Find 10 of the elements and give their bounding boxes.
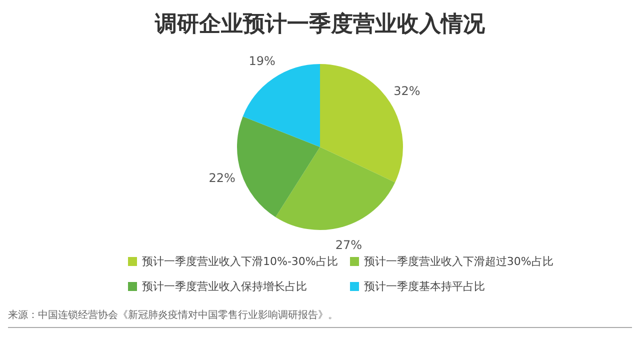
legend-label: 预计一季度营业收入下滑超过30%占比 [364,254,554,269]
data-label: 32% [394,84,420,98]
chart-title: 调研企业预计一季度营业收入情况 [154,10,486,39]
data-label: 22% [208,170,236,185]
legend-label: 预计一季度营业收入下滑10%-30%占比 [142,254,338,269]
legend-label: 预计一季度基本持平占比 [364,279,485,294]
source-note: 来源：中国连锁经营协会《新冠肺炎疫情对中国零售行业影响调研报告》。 [8,308,339,322]
legend-label: 预计一季度营业收入保持增长占比 [142,279,307,294]
data-label: 27% [335,238,362,252]
data-label: 19% [248,54,276,68]
